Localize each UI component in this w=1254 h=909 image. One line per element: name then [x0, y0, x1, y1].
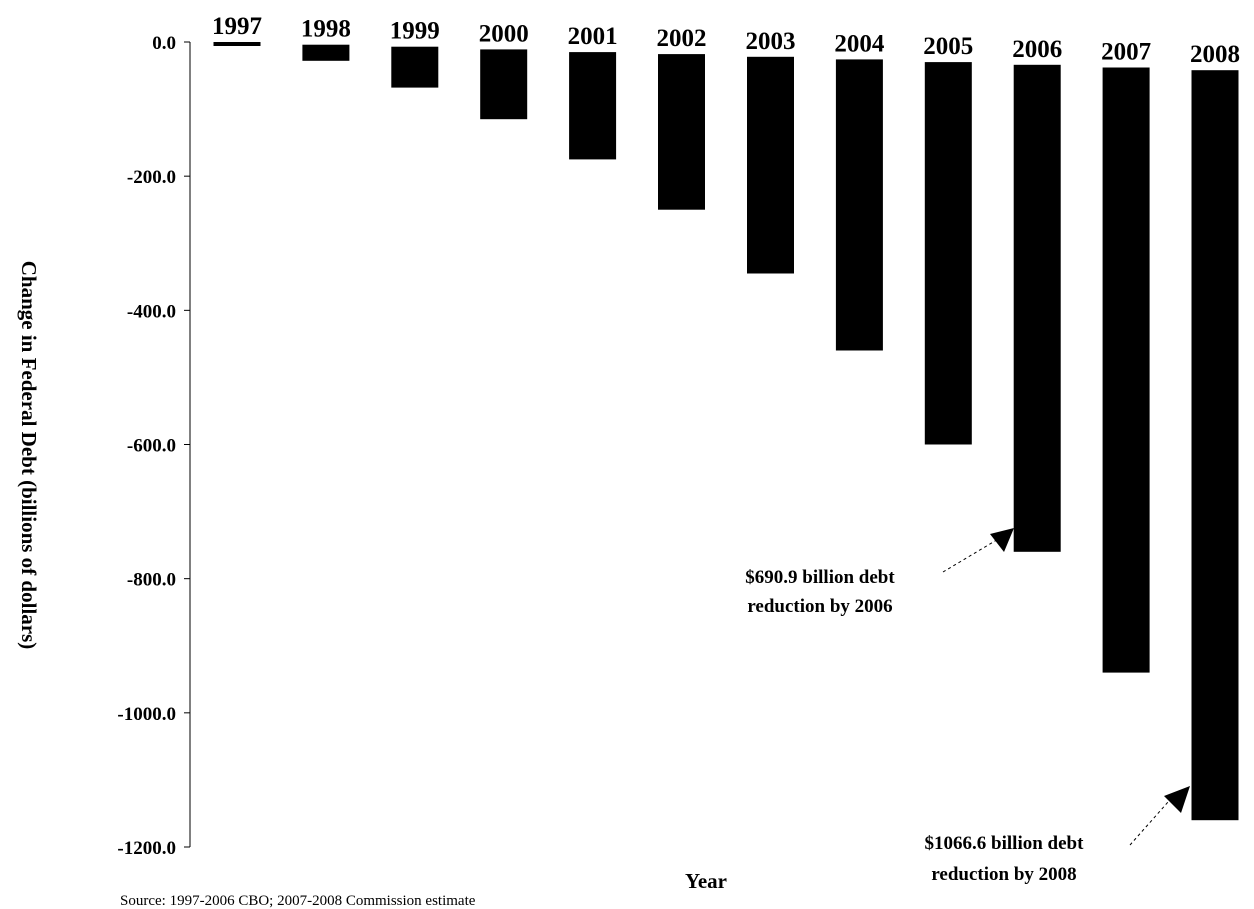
bar-2003 — [747, 56, 794, 274]
annotation-2008-line-1: $1066.6 billion debt — [925, 833, 1085, 854]
year-label-2007: 2007 — [1101, 39, 1151, 66]
annotation-2006-line-2: reduction by 2006 — [747, 596, 892, 617]
year-label-2004: 2004 — [834, 30, 885, 57]
year-label-2003: 2003 — [746, 28, 796, 55]
y-tick-label: -200.0 — [127, 167, 176, 188]
year-labels: 1997 1998 1999 2000 2001 2002 2003 2004 2005 2006… — [212, 13, 1240, 68]
bar-2000 — [480, 49, 528, 120]
year-label-2001: 2001 — [568, 23, 618, 50]
year-label-1998: 1998 — [301, 16, 351, 43]
annotation-2008: $1066.6 billion debt reduction by 2008 — [925, 786, 1190, 885]
bar-1998 — [302, 44, 350, 61]
y-tick-label: -400.0 — [127, 301, 176, 322]
year-label-2000: 2000 — [479, 20, 529, 47]
bars — [213, 42, 1239, 821]
bar-2006 — [1013, 64, 1061, 552]
source-note: Source: 1997-2006 CBO; 2007-2008 Commiss… — [120, 893, 476, 909]
y-tick-label: -1000.0 — [117, 704, 176, 725]
year-label-1997: 1997 — [212, 13, 262, 40]
annotation-2008-arrowhead — [1164, 786, 1190, 813]
year-label-2008: 2008 — [1190, 41, 1240, 68]
annotation-2008-leader — [1129, 801, 1169, 846]
year-label-2002: 2002 — [657, 25, 707, 52]
y-tick-label: 0.0 — [152, 33, 176, 54]
x-axis-title: Year — [685, 869, 727, 893]
bar-2002 — [658, 54, 705, 210]
annotation-2006-leader — [942, 537, 1001, 573]
annotation-2006-line-1: $690.9 billion debt — [745, 567, 895, 588]
y-tick-label: -800.0 — [127, 570, 176, 591]
bar-1999 — [391, 46, 439, 88]
y-tick-label: -1200.0 — [117, 838, 176, 859]
year-label-2006: 2006 — [1012, 36, 1062, 63]
bar-1997 — [213, 42, 261, 46]
y-tick-label: -600.0 — [127, 436, 176, 457]
year-label-2005: 2005 — [923, 33, 973, 60]
bar-2005 — [924, 62, 972, 445]
y-axis: 0.0 -200.0 -400.0 -600.0 -800.0 -1000.0 -1200.… — [117, 33, 191, 859]
annotation-2006-arrowhead — [990, 528, 1014, 552]
bar-2007 — [1102, 67, 1150, 673]
year-label-1999: 1999 — [390, 18, 440, 45]
annotation-2008-line-2: reduction by 2008 — [931, 864, 1076, 885]
bar-2008 — [1191, 70, 1239, 821]
bar-2004 — [835, 59, 883, 351]
annotation-2006: $690.9 billion debt reduction by 2006 — [745, 528, 1014, 617]
y-axis-title: Change in Federal Debt (billions of doll… — [17, 261, 41, 650]
bar-2001 — [569, 52, 617, 160]
